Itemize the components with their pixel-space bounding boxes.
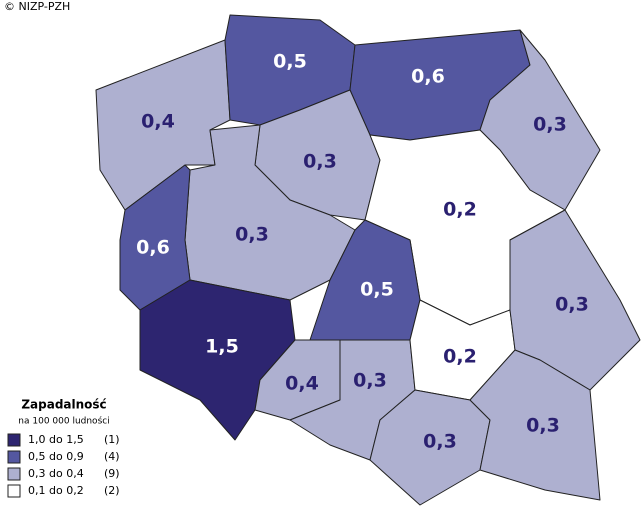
legend-label: 1,0 do 1,5: [28, 433, 84, 446]
region-label: 0,4: [141, 111, 175, 133]
region-label: 0,5: [273, 51, 307, 73]
legend-title: Zapadalność: [21, 398, 106, 412]
region-label: 1,5: [205, 336, 239, 358]
legend-swatch: [7, 467, 21, 481]
region-label: 0,6: [136, 237, 170, 259]
legend-swatch: [7, 484, 21, 498]
region-label: 0,3: [555, 294, 589, 316]
region-label: 0,3: [423, 431, 457, 453]
region-label: 0,6: [411, 66, 445, 88]
region-label: 0,3: [533, 114, 567, 136]
region-label: 0,3: [303, 151, 337, 173]
region-label: 0,3: [353, 370, 387, 392]
region-label: 0,4: [285, 373, 319, 395]
legend-count: (4): [104, 450, 120, 463]
region: [469, 349, 601, 501]
copyright: © NIZP-PZH: [4, 0, 70, 13]
legend-label: 0,1 do 0,2: [28, 484, 84, 497]
legend-subtitle: na 100 000 ludności: [18, 416, 109, 427]
legend-count: (2): [104, 484, 120, 497]
legend-count: (1): [104, 433, 120, 446]
region-label: 0,2: [443, 199, 477, 221]
legend-label: 0,5 do 0,9: [28, 450, 84, 463]
region: [139, 279, 296, 441]
legend-swatch: [7, 433, 21, 447]
region-label: 0,2: [443, 346, 477, 368]
region-label: 0,3: [235, 224, 269, 246]
legend-swatch: [7, 450, 21, 464]
region-label: 0,5: [360, 279, 394, 301]
legend-count: (9): [104, 467, 120, 480]
legend-label: 0,3 do 0,4: [28, 467, 84, 480]
region-label: 0,3: [526, 415, 560, 437]
